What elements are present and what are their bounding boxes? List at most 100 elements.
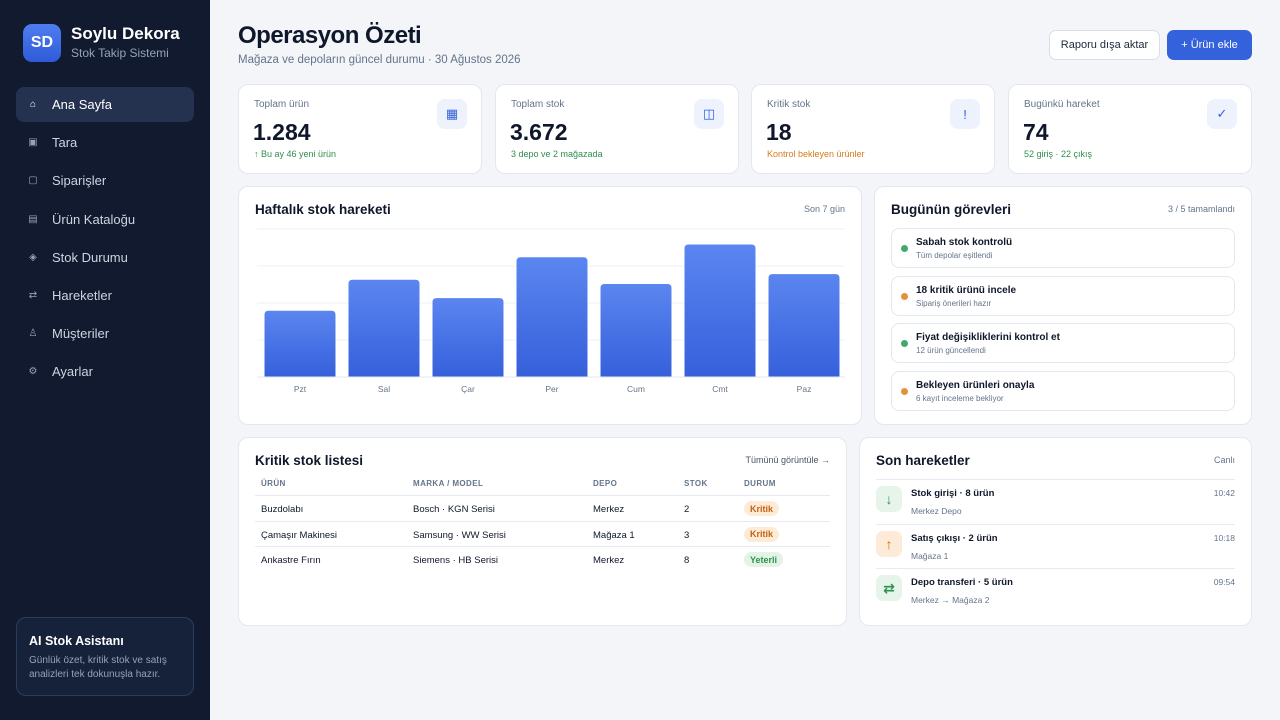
table-header-cell: MARKA / MODEL (413, 479, 484, 488)
chart-bar-cmt[interactable] (684, 244, 756, 377)
task-item[interactable]: Bekleyen ürünleri onayla 6 kayıt inceleme… (891, 370, 1235, 411)
stat-card: Bugünkü hareket 74 52 giriş · 22 çıkış ✓ (1008, 84, 1252, 174)
sidebar-item-transfer[interactable]: ⇄ Hareketler (16, 278, 194, 313)
stat-label: Kritik stok (767, 99, 811, 110)
sidebar-item-catalog[interactable]: ▤ Ürün Kataloğu (16, 202, 194, 237)
page-subtitle: Mağaza ve depoların güncel durumu · 30 A… (238, 54, 521, 66)
view-all-link[interactable]: Tümünü görüntüle → (745, 455, 830, 465)
chart-x-tick-label: Per (545, 384, 558, 394)
table-header-cell: DURUM (744, 479, 776, 488)
movement-item[interactable]: ↓ Stok girişi · 8 ürün Merkez Depo 10:42 (876, 479, 1235, 523)
stat-note: ↑ Bu ay 46 yeni ürün (254, 149, 337, 159)
sidebar-item-label: Ana Sayfa (52, 97, 112, 112)
status-badge: Kritik (744, 526, 780, 542)
sidebar-item-label: Hareketler (52, 287, 112, 303)
sidebar-item-gear[interactable]: ⚙ Ayarlar (16, 354, 194, 389)
sidebar-item-label: Müşteriler (52, 326, 110, 342)
movements-title: Son hareketler (876, 453, 970, 468)
sidebar-item-stock[interactable]: ◈ Stok Durumu (16, 240, 194, 275)
weekly-chart-range[interactable]: Son 7 gün (803, 204, 845, 214)
movement-title: Stok girişi · 8 ürün (911, 488, 995, 499)
movement-item[interactable]: ⇄ Depo transferi · 5 ürün Merkez → Mağaza … (876, 568, 1235, 612)
table-cell-brand: Siemens · HB Serisi (413, 555, 498, 566)
movement-location: Merkez Depo (911, 506, 962, 516)
table-cell-stock: 2 (684, 504, 690, 515)
export-report-button[interactable]: Raporu dışa aktar (1049, 30, 1160, 60)
stat-value: 18 (766, 119, 792, 145)
chart-bar-sal[interactable] (348, 279, 420, 377)
brand-name: Soylu Dekora (71, 24, 180, 43)
sidebar-item-label: Ayarlar (52, 364, 93, 380)
chart-bar-per[interactable] (516, 257, 588, 377)
ai-assistant-card[interactable]: AI Stok Asistanı Günlük özet, kritik sto… (16, 617, 194, 696)
check-icon: ✓ (1207, 99, 1237, 129)
task-status-dot (901, 245, 908, 252)
table-cell-product: Ankastre Fırın (261, 555, 321, 566)
grid-icon: ▦ (437, 99, 467, 129)
task-title: Fiyat değişikliklerini kontrol et (916, 332, 1060, 343)
task-item[interactable]: Sabah stok kontrolü Tüm depolar eşitlendi (891, 228, 1235, 268)
movement-title: Depo transferi · 5 ürün (911, 577, 1013, 588)
chart-x-tick-label: Sal (378, 384, 390, 394)
table-cell-depot: Mağaza 1 (593, 529, 635, 541)
brand-subtitle: Stok Takip Sistemi (71, 46, 169, 60)
brand[interactable]: SD Soylu Dekora Stok Takip Sistemi (23, 24, 180, 62)
task-status-dot (901, 340, 908, 347)
critical-stock-title: Kritik stok listesi (255, 453, 364, 468)
stat-note: 3 depo ve 2 mağazada (511, 149, 603, 159)
stat-card: Toplam stok 3.672 3 depo ve 2 mağazada ◫ (495, 84, 739, 174)
table-row[interactable]: Buzdolabı Bosch · KGN Serisi Merkez 2 Kritik (255, 495, 830, 520)
movement-item[interactable]: ↑ Satış çıkışı · 2 ürün Mağaza 1 10:18 (876, 523, 1235, 568)
page-title: Operasyon Özeti (238, 22, 422, 49)
transfer-icon: ⇄ (28, 289, 38, 301)
warehouse-icon: ◫ (694, 99, 724, 129)
sidebar-item-orders[interactable]: ▢ Siparişler (16, 163, 194, 198)
sidebar-item-label: Tara (52, 135, 78, 151)
sidebar-item-customers[interactable]: ♙ Müşteriler (16, 316, 194, 351)
stat-label: Toplam stok (511, 99, 565, 110)
sidebar-item-scan[interactable]: ▣ Tara (16, 125, 194, 160)
task-item[interactable]: 18 kritik ürünü incele Sipariş önerileri … (891, 275, 1235, 316)
table-cell-depot: Merkez (593, 504, 625, 515)
chart-bar-paz[interactable] (768, 274, 840, 377)
stat-value: 1.284 (253, 119, 311, 145)
stat-label: Toplam ürün (254, 99, 310, 110)
alert-icon: ! (950, 99, 980, 129)
add-product-button[interactable]: + Ürün ekle (1167, 30, 1252, 60)
movement-time: 09:54 (1213, 577, 1235, 587)
ai-assistant-title: AI Stok Asistanı (29, 634, 124, 648)
stat-value: 3.672 (510, 119, 568, 145)
task-subtitle: Sipariş önerileri hazır (916, 298, 992, 308)
chart-bar-cum[interactable] (600, 283, 672, 377)
stat-value: 74 (1023, 119, 1049, 145)
tasks-title: Bugünün görevleri (891, 202, 1012, 217)
table-header-cell: STOK (684, 479, 708, 488)
chart-bar-pzt[interactable] (264, 310, 336, 377)
table-row[interactable]: Çamaşır Makinesi Samsung · WW Serisi Mağaz… (255, 520, 830, 546)
chart-bar-çar[interactable] (432, 298, 504, 377)
chart-x-tick-label: Pzt (294, 384, 307, 394)
task-subtitle: 6 kayıt inceleme bekliyor (916, 393, 1004, 403)
task-title: Bekleyen ürünleri onayla (916, 379, 1035, 391)
task-title: Sabah stok kontrolü (916, 237, 1013, 248)
table-cell-stock: 8 (684, 555, 690, 566)
weekly-chart-card: Haftalık stok hareketi Son 7 gün Pzt Sal Ç… (238, 186, 862, 425)
task-status-dot (901, 292, 908, 300)
table-cell-brand: Samsung · WW Serisi (413, 529, 506, 541)
sidebar-item-label: Ürün Kataloğu (52, 211, 136, 227)
tasks-progress: 3 / 5 tamamlandı (1167, 204, 1235, 214)
table-row[interactable]: Ankastre Fırın Siemens · HB Serisi Merkez 8… (255, 546, 830, 571)
table-cell-brand: Bosch · KGN Serisi (413, 504, 495, 515)
sidebar: SD Soylu Dekora Stok Takip Sistemi ⌂ Ana … (0, 0, 210, 720)
task-title: 18 kritik ürünü incele (916, 284, 1017, 296)
sidebar-item-home[interactable]: ⌂ Ana Sayfa (16, 87, 194, 122)
critical-stock-card: Kritik stok listesi Tümünü görüntüle → Ü… (238, 437, 847, 626)
movement-time: 10:42 (1213, 488, 1235, 498)
tasks-card: Bugünün görevleri 3 / 5 tamamlandı Sabah… (874, 186, 1252, 425)
sidebar-nav: ⌂ Ana Sayfa ▣ Tara ▢ Siparişler ▤ Ürün Kataloğu… (16, 87, 194, 393)
task-item[interactable]: Fiyat değişikliklerini kontrol et 12 ürün… (891, 323, 1235, 363)
gear-icon: ⚙ (28, 366, 38, 378)
chart-x-tick-label: Cum (627, 384, 645, 394)
transfer-icon: ⇄ (876, 575, 902, 601)
sidebar-item-label: Siparişler (52, 173, 107, 189)
